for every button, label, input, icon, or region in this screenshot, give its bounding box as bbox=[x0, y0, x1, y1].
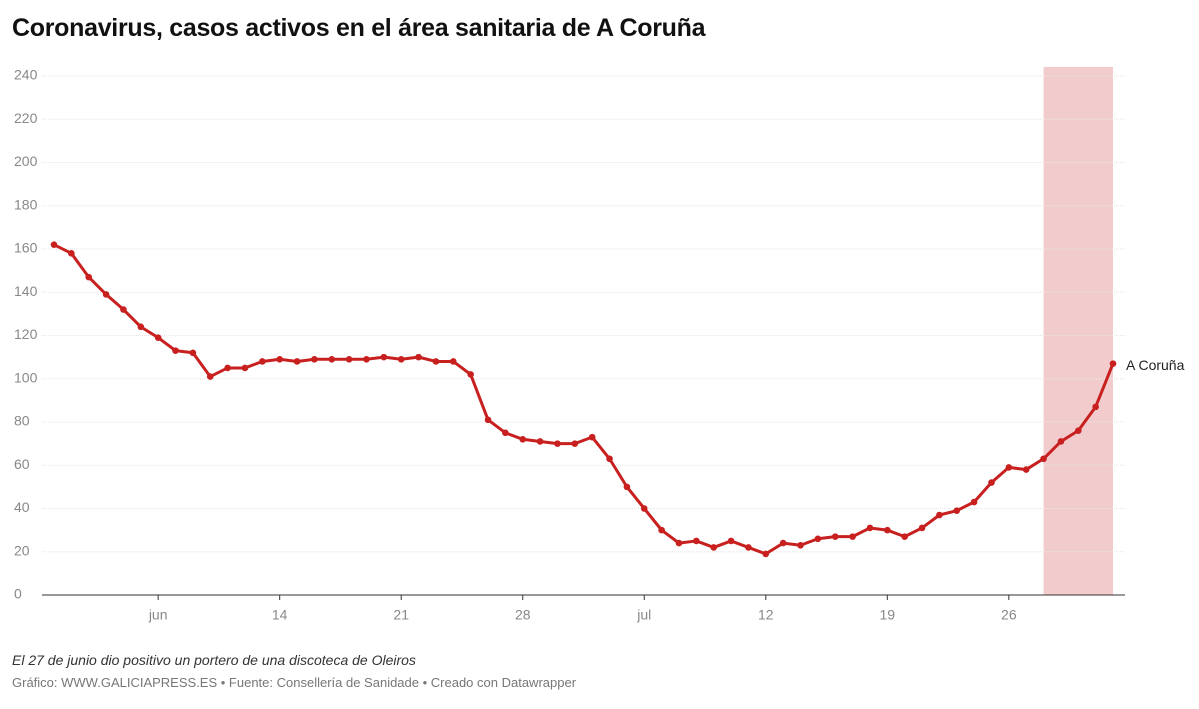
point bbox=[50, 241, 58, 248]
point bbox=[449, 358, 457, 365]
point bbox=[918, 524, 926, 532]
x-tick-label: 26 bbox=[1001, 607, 1017, 623]
point bbox=[779, 539, 787, 547]
point bbox=[328, 355, 336, 363]
point bbox=[154, 334, 162, 341]
chart: 0 20 40 60 80 100 120 140 160 180 200 220 240 jun 14 21… bbox=[14, 67, 1125, 623]
point bbox=[137, 323, 145, 331]
x-tick-label: jun bbox=[148, 607, 168, 623]
point bbox=[85, 273, 93, 281]
y-tick-label: 0 bbox=[14, 586, 22, 602]
source: Gráfico: WWW.GALICIAPRESS.ES • Fuente: C… bbox=[12, 675, 577, 690]
point bbox=[120, 306, 127, 313]
y-tick-label: 20 bbox=[14, 542, 30, 558]
y-tick-label: 60 bbox=[14, 456, 30, 472]
point bbox=[241, 364, 249, 372]
point bbox=[658, 526, 665, 534]
x-tick-label: 12 bbox=[758, 607, 774, 623]
point bbox=[623, 483, 631, 491]
point bbox=[849, 533, 856, 540]
highlight bbox=[1043, 67, 1113, 595]
y-tick-label: 100 bbox=[14, 369, 38, 385]
point bbox=[432, 358, 440, 365]
point bbox=[206, 373, 214, 380]
point bbox=[1074, 427, 1082, 434]
y-tick-label: 220 bbox=[14, 110, 38, 126]
series-label: A Coruña bbox=[1126, 356, 1185, 373]
point bbox=[276, 355, 283, 363]
point bbox=[1092, 403, 1099, 411]
point bbox=[259, 358, 266, 365]
point bbox=[606, 455, 613, 463]
x-tick-label: 21 bbox=[393, 607, 409, 623]
point bbox=[415, 353, 422, 361]
y-tick-label: 140 bbox=[14, 283, 38, 299]
point bbox=[710, 544, 718, 551]
point bbox=[953, 507, 961, 514]
point bbox=[293, 358, 301, 365]
point bbox=[640, 505, 648, 512]
point bbox=[502, 429, 509, 437]
x-tick-label: jul bbox=[636, 607, 651, 623]
point bbox=[797, 541, 804, 549]
point bbox=[693, 537, 700, 545]
point bbox=[189, 349, 197, 357]
point bbox=[68, 250, 75, 257]
point bbox=[988, 479, 995, 486]
point bbox=[311, 355, 318, 363]
point bbox=[1022, 466, 1030, 473]
point bbox=[102, 291, 110, 298]
y-tick-label: 160 bbox=[14, 240, 38, 256]
point bbox=[1040, 455, 1047, 463]
point bbox=[762, 550, 770, 558]
chart-title: Coronavirus, casos activos en el área sa… bbox=[12, 14, 706, 42]
point bbox=[397, 355, 405, 363]
point bbox=[970, 498, 978, 506]
point bbox=[588, 433, 596, 441]
point bbox=[380, 353, 388, 361]
y-tick-label: 200 bbox=[14, 153, 38, 169]
point bbox=[745, 544, 752, 551]
point bbox=[1005, 464, 1013, 471]
point bbox=[1057, 438, 1065, 445]
point bbox=[936, 511, 943, 519]
point bbox=[484, 416, 492, 424]
y-tick-label: 80 bbox=[14, 413, 30, 429]
point bbox=[571, 440, 579, 447]
point bbox=[884, 526, 891, 534]
note: El 27 de junio dio positivo un portero d… bbox=[12, 652, 416, 668]
point bbox=[1109, 360, 1117, 367]
point bbox=[727, 537, 735, 545]
point bbox=[866, 524, 874, 532]
point bbox=[554, 440, 561, 447]
point bbox=[519, 436, 527, 443]
x-tick-label: 28 bbox=[515, 607, 531, 623]
point bbox=[901, 533, 908, 540]
point bbox=[814, 535, 822, 543]
point bbox=[345, 355, 353, 363]
y-tick-label: 180 bbox=[14, 196, 38, 212]
y-tick-label: 120 bbox=[14, 326, 38, 342]
point bbox=[831, 533, 839, 540]
x-tick-label: 14 bbox=[272, 607, 288, 623]
point bbox=[675, 539, 683, 547]
point bbox=[172, 347, 179, 354]
y-tick-label: 240 bbox=[14, 67, 38, 83]
point bbox=[467, 371, 474, 378]
point bbox=[224, 364, 231, 372]
point bbox=[363, 355, 370, 363]
point bbox=[536, 438, 544, 445]
y-tick-label: 40 bbox=[14, 499, 30, 515]
x-tick-label: 19 bbox=[880, 607, 896, 623]
line bbox=[53, 243, 1115, 556]
